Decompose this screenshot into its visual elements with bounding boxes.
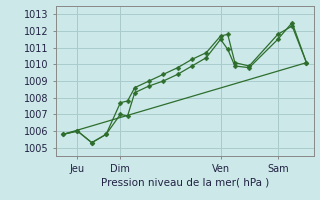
X-axis label: Pression niveau de la mer( hPa ): Pression niveau de la mer( hPa ) <box>101 178 269 188</box>
